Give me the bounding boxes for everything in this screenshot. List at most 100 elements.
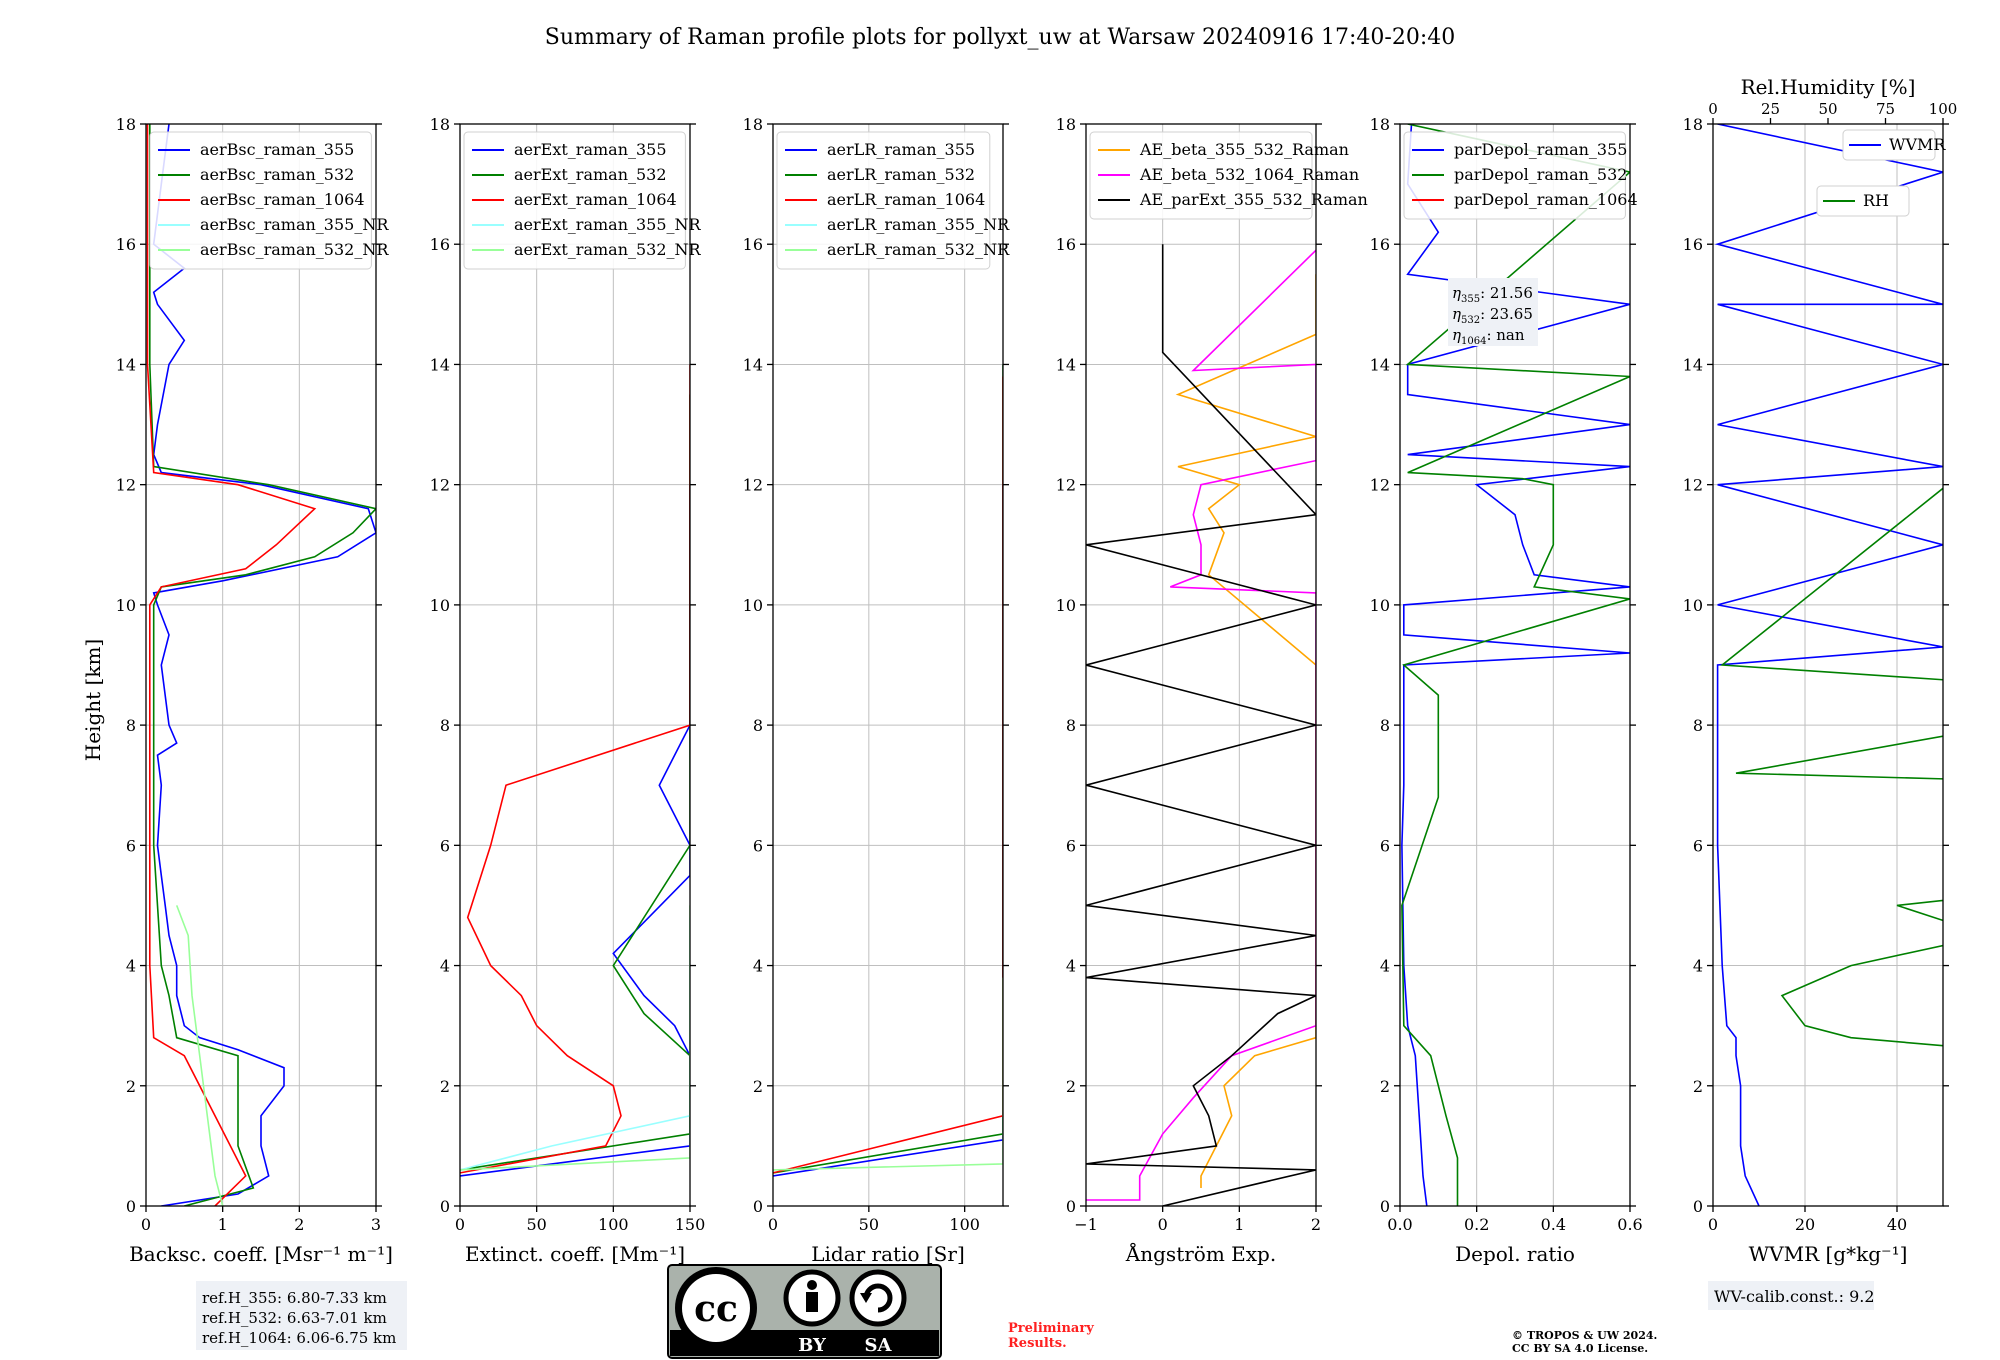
x-tick-label: 40 <box>1887 1215 1907 1234</box>
x-tick-label: 0.4 <box>1541 1215 1566 1234</box>
series-line-AE_beta_355_532_Raman <box>1175 274 1316 1188</box>
sa-label: SA <box>865 1335 893 1356</box>
y-tick-label: 0 <box>440 1197 450 1216</box>
legend-entry: parDepol_raman_1064 <box>1454 190 1638 209</box>
legend: aerLR_raman_355 aerLR_raman_532 aerLR_rama… <box>776 131 1010 270</box>
legend-box <box>1089 131 1313 220</box>
ref-height-355: ref.H_355: 6.80-7.33 km <box>202 1289 387 1307</box>
axes-frame <box>1399 123 1631 1207</box>
y-tick-label: 6 <box>126 836 136 855</box>
series-line-aerLR_raman_1064 <box>773 376 1003 1174</box>
y-tick-label: 4 <box>1380 957 1390 976</box>
legend-entry: aerLR_raman_355_NR <box>827 215 1010 234</box>
wv-calib-box <box>1708 1281 1874 1310</box>
series-line-WVMR <box>1714 124 1943 1206</box>
series-line-aerLR_raman_532_NR <box>773 977 1003 1171</box>
x-tick-label: 0 <box>1708 1215 1718 1234</box>
legend: aerBsc_raman_355 aerBsc_raman_532 aerBsc_r… <box>149 131 389 270</box>
y-tick-label: 8 <box>1693 716 1703 735</box>
x-tick-label: 100 <box>949 1215 980 1234</box>
y-tick-label: 0 <box>1380 1197 1390 1216</box>
by-label: BY <box>798 1335 827 1356</box>
x2-tick-label: 75 <box>1876 100 1895 118</box>
ref-height-box: ref.H_355: 6.80-7.33 km ref.H_532: 6.63-… <box>196 1281 407 1350</box>
legend: AE_beta_355_532_Raman AE_beta_532_1064_Ra… <box>1089 131 1368 220</box>
x2-tick-label: 50 <box>1818 100 1837 118</box>
series-line-aerExt_raman_355_NR <box>460 917 690 1171</box>
sa-recycle-arrow-icon <box>860 1293 872 1303</box>
y-tick-label: 6 <box>440 836 450 855</box>
legend-entry: AE_beta_355_532_Raman <box>1139 140 1349 159</box>
cc-license-badge: cc BY SA <box>667 1264 942 1359</box>
y-tick-label: 16 <box>1056 235 1076 254</box>
axes-frame <box>459 123 691 1207</box>
y-tick-label: 12 <box>1056 476 1076 495</box>
copyright-line-2: CC BY SA 4.0 License. <box>1512 1342 1648 1355</box>
legend-entry: aerBsc_raman_355 <box>200 140 354 159</box>
legend-entry: WVMR <box>1889 135 1946 154</box>
y-tick-label: 16 <box>116 235 136 254</box>
y-tick-label: 6 <box>1066 836 1076 855</box>
series-line-aerBsc_raman_355 <box>152 124 376 1206</box>
y-tick-label: 0 <box>1066 1197 1076 1216</box>
ref-height-1064: ref.H_1064: 6.06-6.75 km <box>202 1329 396 1347</box>
preliminary-line-2: Results. <box>1008 1336 1067 1351</box>
series-line-aerBsc_raman_1064 <box>146 124 317 1206</box>
series-line-aerBsc_raman_532 <box>149 124 376 1206</box>
legend-entry: aerLR_raman_532_NR <box>827 240 1010 259</box>
x-tick-label: 0 <box>455 1215 465 1234</box>
legend: WVMR <box>1842 129 1946 161</box>
y-tick-label: 18 <box>116 115 136 134</box>
y-tick-label: 18 <box>1056 115 1076 134</box>
x-tick-label: 50 <box>859 1215 879 1234</box>
y-tick-label: 4 <box>440 957 450 976</box>
series-group <box>1714 124 1943 1206</box>
y-tick-label: 6 <box>1380 836 1390 855</box>
legend-entry: aerExt_raman_1064 <box>514 190 677 209</box>
y-tick-label: 18 <box>1370 115 1390 134</box>
legend-entry: aerLR_raman_355 <box>827 140 975 159</box>
y-axis-label: Height [km] <box>81 639 105 761</box>
series-line-aerLR_raman_532 <box>773 364 1003 1174</box>
legend-entry: aerExt_raman_355 <box>514 140 667 159</box>
legend-entry: parDepol_raman_532 <box>1454 165 1627 184</box>
axes-frame <box>772 123 1004 1207</box>
y-tick-label: 14 <box>1370 355 1390 374</box>
y-tick-label: 4 <box>1066 957 1076 976</box>
x-axis-label: Depol. ratio <box>1455 1242 1575 1266</box>
eta-1064: η1064: nan <box>1452 326 1525 347</box>
cc-circle-inner <box>682 1274 750 1342</box>
legend-entry: AE_parExt_355_532_Raman <box>1139 190 1368 209</box>
x-axis-label: Backsc. coeff. [Msr⁻¹ m⁻¹] <box>129 1242 393 1266</box>
series-line-parDepol_raman_355 <box>1401 124 1630 1206</box>
legend-box <box>463 131 686 270</box>
y-tick-label: 14 <box>1683 355 1703 374</box>
series-group <box>773 364 1003 1177</box>
ref-height-532: ref.H_532: 6.63-7.01 km <box>202 1309 387 1327</box>
y-tick-label: 10 <box>1056 596 1076 615</box>
y-tick-label: 8 <box>126 716 136 735</box>
eta-532: η532: 23.65 <box>1452 305 1533 326</box>
y-tick-label: 2 <box>1380 1077 1390 1096</box>
legend-entry: aerExt_raman_532 <box>514 165 667 184</box>
y-tick-label: 2 <box>440 1077 450 1096</box>
axes-frame <box>1712 123 1944 1207</box>
x-tick-label: 1 <box>218 1215 228 1234</box>
series-line-aerBsc_raman_532_NR <box>175 905 224 1206</box>
legend-box <box>1842 129 1936 161</box>
y-tick-label: 4 <box>126 957 136 976</box>
y-tick-label: 16 <box>743 235 763 254</box>
series-line-aerExt_raman_532 <box>460 394 690 1171</box>
x-tick-label: 0 <box>768 1215 778 1234</box>
series-line-AE_beta_532_1064_Raman <box>1086 249 1316 1201</box>
x-tick-label: 2 <box>1311 1215 1321 1234</box>
x-tick-label: 150 <box>675 1215 706 1234</box>
y-tick-label: 12 <box>1370 476 1390 495</box>
legend-entry: aerBsc_raman_532_NR <box>200 240 389 259</box>
x-tick-label: −1 <box>1074 1215 1098 1234</box>
ref-height-box-bg <box>196 1281 407 1350</box>
series-group <box>146 124 376 1206</box>
y-tick-label: 2 <box>1066 1077 1076 1096</box>
x-tick-label: 50 <box>526 1215 546 1234</box>
